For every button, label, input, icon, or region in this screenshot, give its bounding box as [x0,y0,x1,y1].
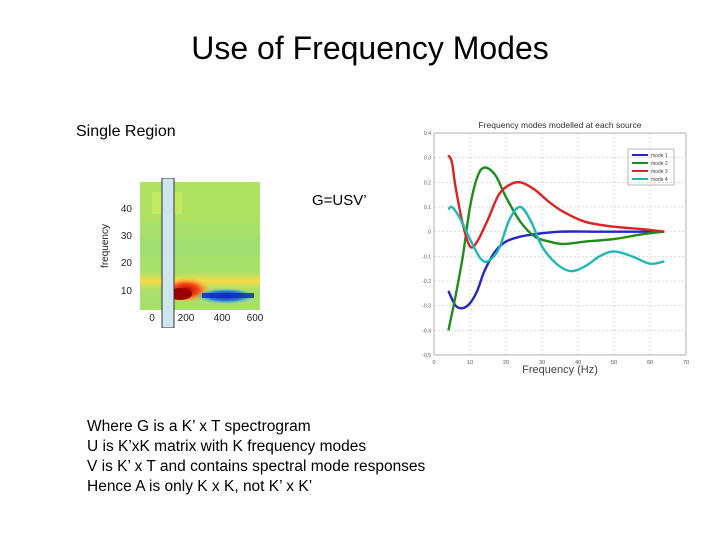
region-highlight-band [161,178,175,328]
note-line: Hence A is only K x K, not K’ x K’ [87,478,313,495]
spectrogram-ytick: 20 [121,258,133,269]
y-tick-label: 0.1 [424,205,431,211]
spectrogram-xtick: 600 [247,313,264,324]
spectrogram-xtick: 400 [214,313,231,324]
y-tick-label: 0.3 [424,156,431,162]
spectrogram-xtick: 200 [178,313,195,324]
slide-title: Use of Frequency Modes [191,30,549,66]
y-tick-label: -0.2 [422,279,431,285]
legend-label: mode 4 [651,177,668,183]
y-tick-label: -0.1 [422,254,431,260]
chart-title: Frequency modes modelled at each source [478,120,641,130]
spectrogram-ylabel: frequency [100,224,111,268]
note-line: V is K’ x T and contains spectral mode r… [87,458,426,475]
y-tick-label: 0 [428,230,431,236]
region-label: Single Region [76,123,176,140]
chart-xlabel: Frequency (Hz) [522,364,598,376]
x-tick-label: 50 [611,360,617,366]
note-line: U is K’xK matrix with K frequency modes [87,438,367,455]
spectrogram-ytick: 30 [121,231,133,242]
x-tick-label: 40 [575,360,581,366]
y-tick-label: -0.4 [422,328,431,334]
spectrogram-xtick: 0 [149,313,155,324]
x-tick-label: 60 [647,360,653,366]
explanation-notes: Where G is a K’ x T spectrogram U is K’x… [87,417,425,497]
y-tick-label: 0.2 [424,180,431,186]
frequency-modes-chart: Frequency modes modelled at each source … [422,120,689,376]
y-tick-label: 0.4 [424,131,431,137]
spectrogram-figure: frequency 40 30 20 10 0 200 400 600 [100,178,264,328]
spectrogram-ytick: 40 [121,204,133,215]
note-line: Where G is a K’ x T spectrogram [87,418,311,435]
legend-label: mode 3 [651,169,668,175]
x-tick-label: 0 [432,360,435,366]
x-tick-label: 30 [539,360,545,366]
spectrogram-ytick: 10 [121,286,133,297]
y-tick-label: -0.5 [422,353,431,359]
x-tick-label: 70 [683,360,689,366]
chart-legend-box [627,148,675,186]
series-line-mode-4 [447,205,665,273]
legend-label: mode 2 [651,161,668,167]
y-tick-label: -0.3 [422,304,431,310]
x-tick-label: 20 [503,360,509,366]
svd-equation: G=USV’ [312,192,367,209]
legend-label: mode 1 [651,153,668,159]
series-line-mode-3 [447,154,665,249]
x-tick-label: 10 [467,360,473,366]
